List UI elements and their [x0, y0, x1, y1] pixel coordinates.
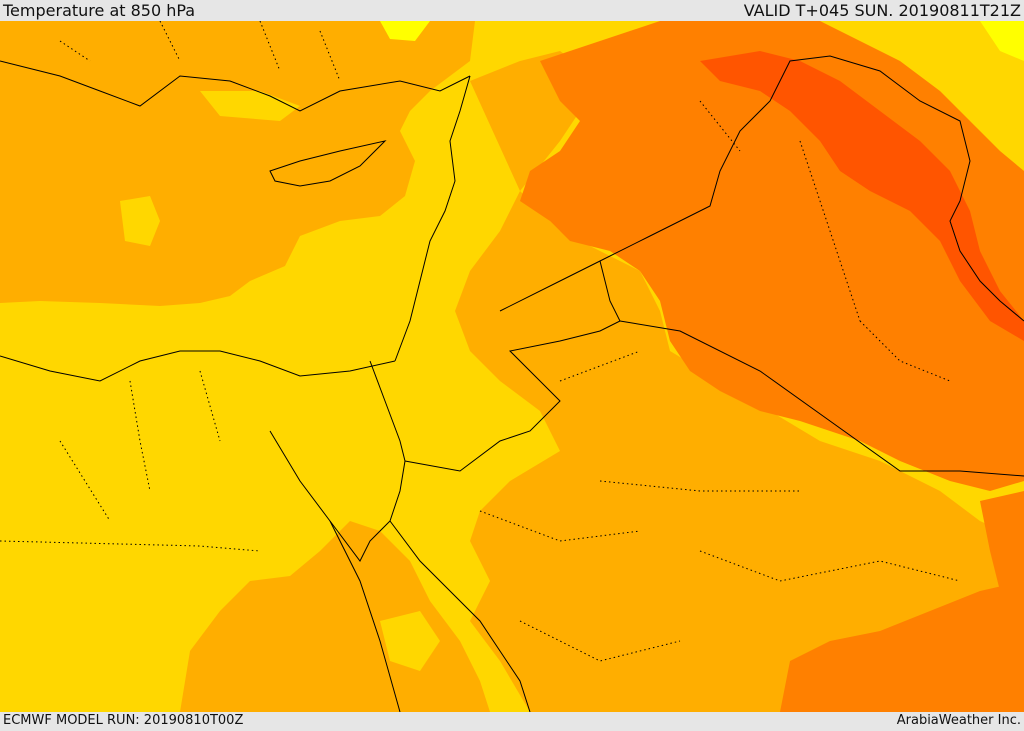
map-title: Temperature at 850 hPa: [3, 0, 196, 20]
temp-band-top-right-yellow: [820, 21, 1024, 131]
province-lines-iraq: [699, 100, 951, 382]
temp-band-east-strip: [980, 491, 1024, 591]
temp-band-cyprus-patch: [120, 196, 160, 246]
coastline-sinai-gulf: [269, 430, 406, 562]
coastline-arabia-west: [389, 520, 531, 712]
temperature-map: [0, 21, 1024, 712]
internal-boundaries: [0, 21, 961, 662]
temp-band-north-med: [0, 21, 475, 306]
temp-band-hot-core: [700, 51, 1024, 341]
coastline-cyprus: [269, 140, 387, 187]
valid-time-label: VALID T+045 SUN. 20190811T21Z: [743, 0, 1021, 20]
coastline-red-sea: [329, 520, 401, 712]
coastline-egypt: [0, 350, 396, 382]
temp-band-top-right-lightest: [980, 21, 1024, 61]
temp-band-top-center-lightest: [380, 21, 430, 41]
border-egypt-israel: [369, 360, 406, 462]
province-lines-arabia: [479, 350, 961, 662]
border-iraq-saudi: [619, 320, 1024, 477]
model-run-label: ECMWF MODEL RUN: 20190810T00Z: [3, 712, 244, 728]
border-syria-iraq: [499, 55, 1024, 322]
header-bar: Temperature at 850 hPa VALID T+045 SUN. …: [0, 0, 1024, 21]
coastlines: [0, 55, 1024, 712]
coastline-turkey: [0, 60, 471, 112]
temp-band-southeast: [780, 581, 1024, 712]
credit-label: ArabiaWeather Inc.: [896, 712, 1021, 728]
temp-band-arabia: [455, 51, 1024, 712]
coastline-levant: [394, 75, 471, 362]
temp-band-egypt-yellow-island: [380, 611, 440, 671]
footer-bar: ECMWF MODEL RUN: 20190810T00Z ArabiaWeat…: [0, 712, 1024, 729]
border-jordan-saudi: [404, 260, 621, 472]
